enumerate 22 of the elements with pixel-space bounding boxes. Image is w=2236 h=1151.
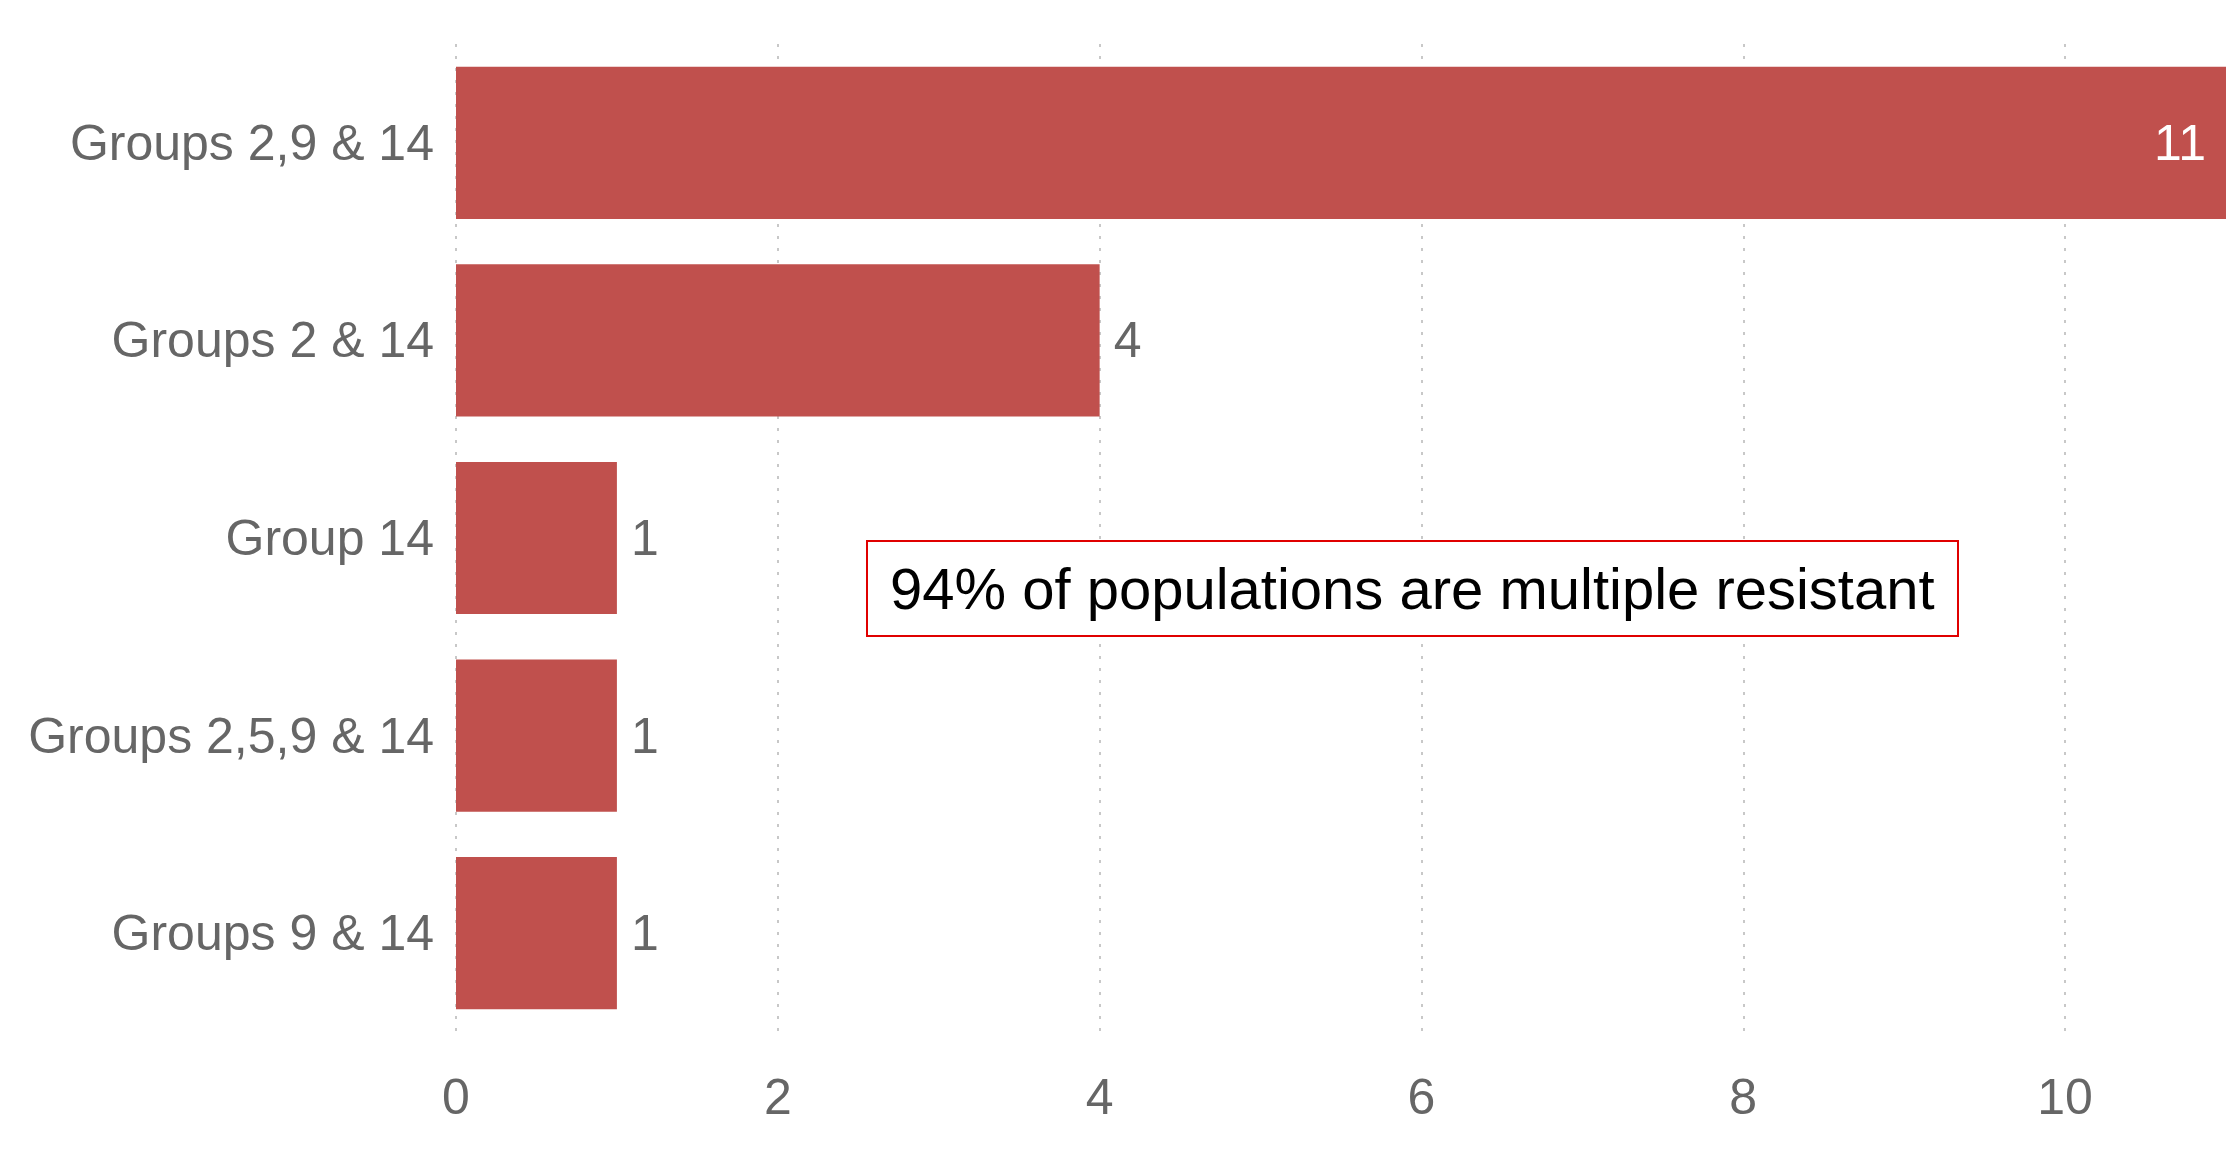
data-label: 1 [630,510,659,566]
x-tick-label: 8 [1729,1069,1758,1125]
data-label: 1 [630,905,659,962]
bar [456,66,2226,219]
bar [456,857,617,1010]
y-tick-label: Groups 2,9 & 14 [69,114,434,171]
x-tick-label: 10 [2037,1069,2093,1125]
data-label: 1 [630,707,659,764]
y-tick-label: Group 14 [225,510,434,566]
x-tick-label: 6 [1407,1069,1436,1125]
y-tick-label: Groups 2 & 14 [111,312,434,369]
bar [456,264,1100,417]
bar [456,659,617,812]
y-tick-label: Groups 9 & 14 [111,905,434,962]
annotation: 94% of populations are multiple resistant [866,540,1959,637]
x-tick-label: 2 [763,1069,792,1125]
y-tick-label: Groups 2,5,9 & 14 [28,707,434,764]
data-label: 4 [1113,312,1142,369]
bar [456,461,617,615]
data-label: 11 [2154,114,2206,171]
x-tick-label: 0 [442,1069,470,1125]
x-tick-label: 4 [1085,1069,1114,1125]
